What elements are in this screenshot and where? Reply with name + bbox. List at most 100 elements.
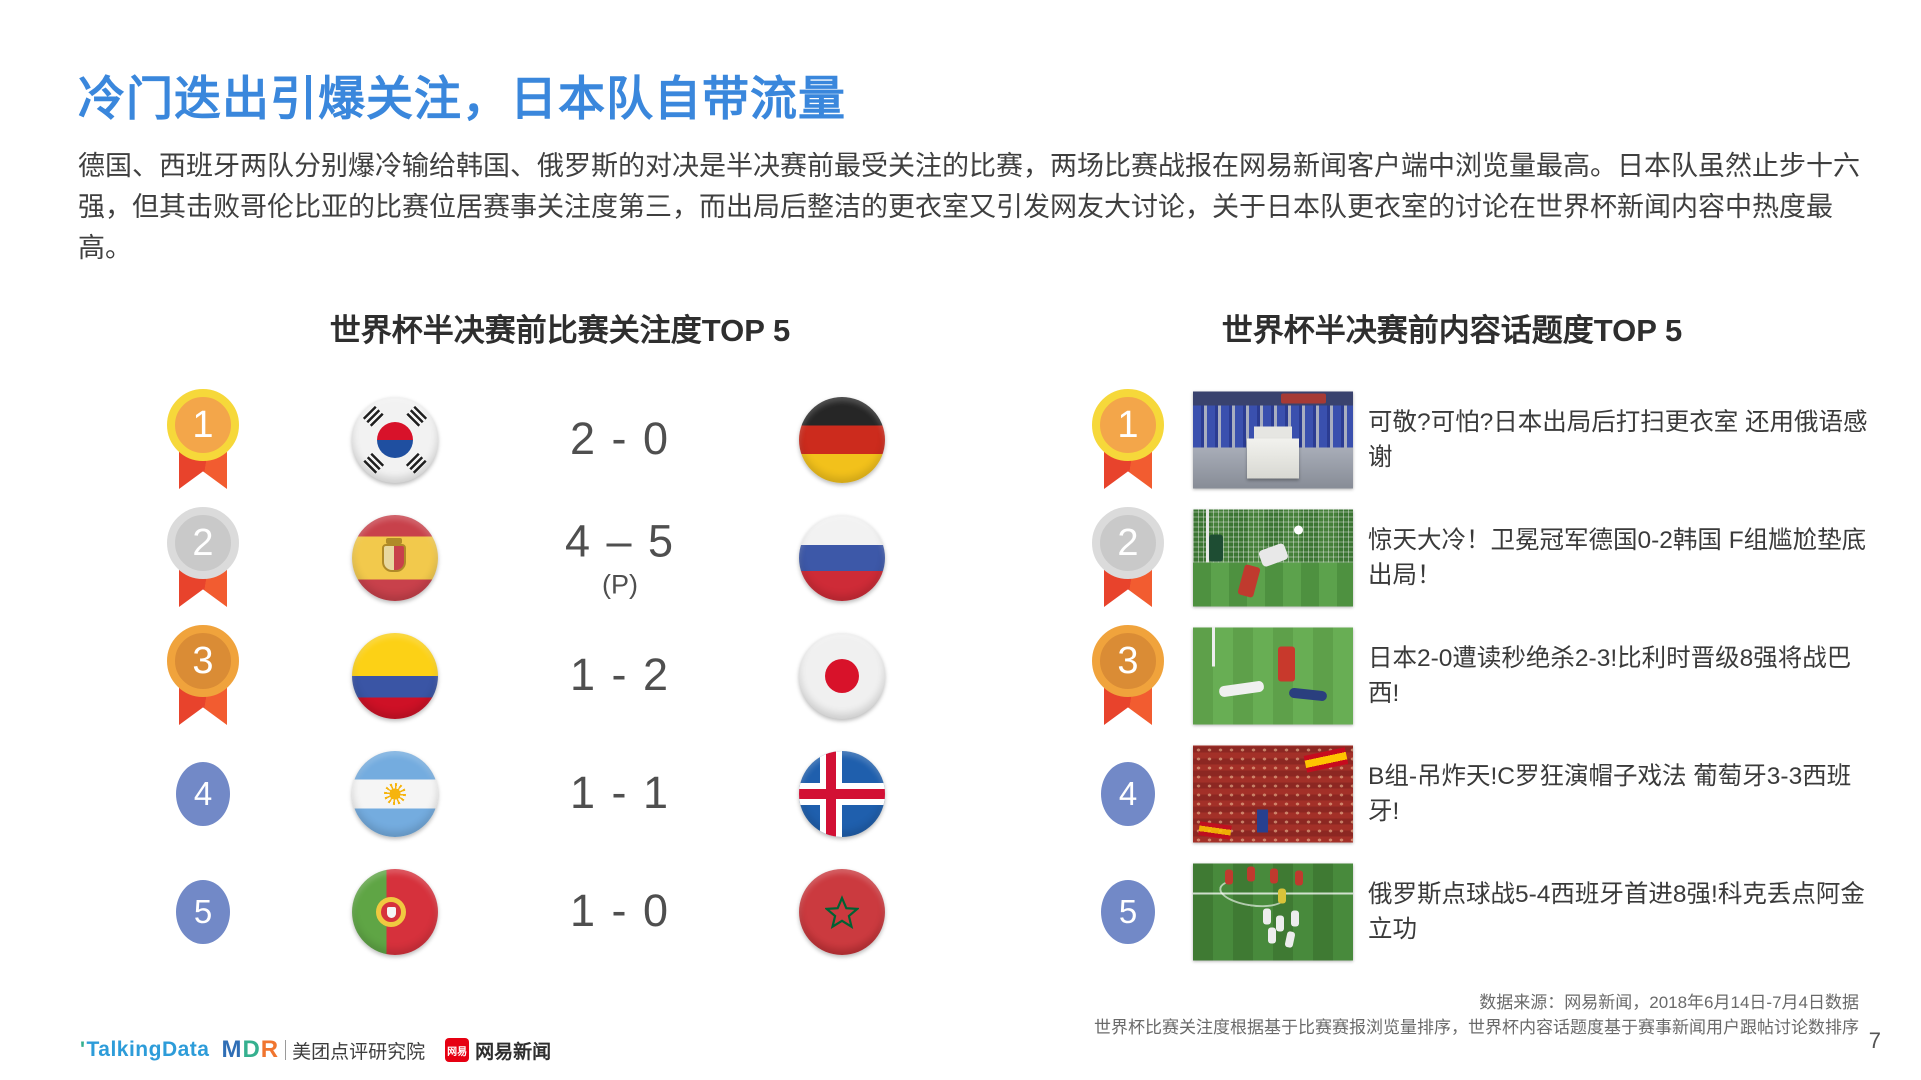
match-score: 4 – 5 [564, 515, 676, 567]
pentagram-star [825, 895, 859, 929]
rank-4-circle: 4 [176, 762, 230, 826]
topic-row-2: 2 惊天大冷！卫冕冠军德国0-2韩国 F组尴尬垫底出局！ [1080, 499, 1880, 617]
match-score: 1 - 2 [569, 649, 671, 700]
score-cell: 1 - 1 [510, 767, 730, 821]
rank-number: 2 [167, 507, 239, 579]
footer-logos: 'TalkingData MDR 美团点评研究院 网易 网易新闻 [80, 1036, 551, 1064]
logo-divider [285, 1040, 287, 1060]
photo-detail [1281, 393, 1326, 404]
bronze-medal-icon: 3 [165, 623, 241, 729]
cross [799, 788, 885, 800]
score-cell: 4 – 5 (P) [510, 516, 730, 601]
topic-row-1: 1 可敬?可怕?日本出局后打扫更衣室 还用俄语感谢 [1080, 381, 1880, 499]
photo-detail [1193, 391, 1353, 406]
bronze-medal-icon: 3 [1090, 623, 1166, 729]
gold-medal-icon: 1 [165, 387, 241, 493]
rank-number: 1 [1092, 389, 1164, 461]
netease-label: 网易新闻 [475, 1041, 552, 1063]
topic-row-4: 4 B组-吊炸天!C罗狂演帽子戏法 葡萄牙3-3西班牙! [1080, 735, 1880, 853]
germany-flag-icon [799, 397, 885, 483]
source-line-1: 数据来源：网易新闻，2018年6月14日-7月4日数据 [1479, 993, 1859, 1012]
photo-detail [1253, 426, 1293, 440]
mdr-wordmark: MDR [221, 1036, 280, 1063]
netease-news-logo: 网易 网易新闻 [445, 1037, 551, 1064]
match-row-3: 3 1 - 2 [80, 617, 960, 735]
rank-5-circle: 5 [176, 880, 230, 944]
intro-paragraph: 德国、西班牙两队分别爆冷输给韩国、俄罗斯的对决是半决赛前最受关注的比赛，两场比赛… [78, 151, 1860, 263]
match-score: 2 - 0 [569, 413, 671, 464]
trigram [362, 452, 385, 475]
rank-number: 1 [167, 389, 239, 461]
topic-headline: 俄罗斯点球战5-4西班牙首进8强!科克丢点阿金立功 [1368, 881, 1865, 943]
photo-detail [1225, 869, 1233, 885]
photo-detail [1284, 930, 1296, 949]
photo-detail [1293, 525, 1303, 535]
photo-detail [1218, 680, 1264, 698]
match-score: 1 - 1 [569, 767, 671, 818]
japan-flag-icon [799, 633, 885, 719]
photo-detail [1268, 927, 1277, 944]
mdr-label: 美团点评研究院 [292, 1041, 426, 1063]
topic-ranking-header: 世界杯半决赛前内容话题度TOP 5 [1221, 313, 1683, 348]
photo-detail [1277, 646, 1296, 682]
topic-headline: 可敬?可怕?日本出局后打扫更衣室 还用俄语感谢 [1368, 409, 1868, 471]
penalty-note: (P) [602, 569, 638, 600]
rank-number: 2 [1092, 507, 1164, 579]
photo-detail [1303, 747, 1348, 773]
photo-detail [1237, 564, 1261, 599]
argentina-flag-icon [352, 751, 438, 837]
spain-flag-icon [352, 515, 438, 601]
topic-headline: 惊天大冷！卫冕冠军德国0-2韩国 F组尴尬垫底出局！ [1368, 527, 1867, 589]
russia-flag-icon [799, 515, 885, 601]
rank-4-circle: 4 [1101, 762, 1155, 826]
talkingdata-wordmark: TalkingData [86, 1038, 210, 1061]
photo-detail [1263, 908, 1272, 925]
rank-number: 3 [167, 625, 239, 697]
page-number: 7 [1868, 1028, 1881, 1053]
south-korea-flag-icon [352, 397, 438, 483]
photo-detail [1288, 687, 1328, 702]
players-on-pitch-photo [1193, 627, 1353, 725]
hinomaru [825, 659, 859, 693]
crest [382, 544, 406, 572]
topic-row-3: 3 日本2-0遭读秒绝杀2-3!比利时晋级8强将战巴西! [1080, 617, 1880, 735]
photo-detail [1269, 868, 1278, 884]
talkingdata-logo: 'TalkingData [80, 1038, 209, 1062]
photo-detail [1295, 870, 1304, 886]
photo-detail [1193, 892, 1353, 895]
rank-number: 3 [1092, 625, 1164, 697]
goal-scene-photo [1193, 509, 1353, 607]
morocco-flag-icon [799, 869, 885, 955]
score-cell: 1 - 0 [510, 885, 730, 939]
trigram [405, 452, 428, 475]
trigram [362, 405, 385, 428]
locker-room-photo [1193, 391, 1353, 489]
netease-badge-icon: 网易 [445, 1038, 470, 1062]
source-line-2: 世界杯比赛关注度根据基于比赛赛报浏览量排序，世界杯内容话题度基于赛事新闻用户跟帖… [1094, 1018, 1859, 1037]
page-title: 冷门迭出引爆关注，日本队自带流量 [78, 72, 846, 125]
topic-row-5: 5 俄罗斯点球战5-4西班牙首进8强!科克丢点阿金立功 [1080, 853, 1880, 971]
photo-detail [1212, 627, 1216, 667]
sun-of-may [384, 783, 406, 805]
match-score: 1 - 0 [569, 885, 671, 936]
topic-headline: B组-吊炸天!C罗狂演帽子戏法 葡萄牙3-3西班牙! [1368, 763, 1852, 825]
team-celebration-photo [1193, 863, 1353, 961]
photo-detail [1209, 534, 1224, 562]
photo-detail [1290, 910, 1299, 927]
fans-crowd-photo [1193, 745, 1353, 843]
colombia-flag-icon [352, 633, 438, 719]
photo-detail [1205, 509, 1209, 563]
shield [387, 907, 396, 918]
match-row-1: 1 2 - 0 [80, 381, 960, 499]
rank-5-circle: 5 [1101, 880, 1155, 944]
photo-detail [1276, 915, 1285, 932]
photo-detail [1247, 866, 1256, 882]
portugal-flag-icon [352, 869, 438, 955]
score-cell: 2 - 0 [510, 413, 730, 467]
match-row-5: 5 1 - 0 [80, 853, 960, 971]
taegeuk [377, 422, 413, 458]
trigram [405, 405, 428, 428]
gold-medal-icon: 1 [1090, 387, 1166, 493]
talkingdata-tick-icon: ' [80, 1038, 86, 1061]
